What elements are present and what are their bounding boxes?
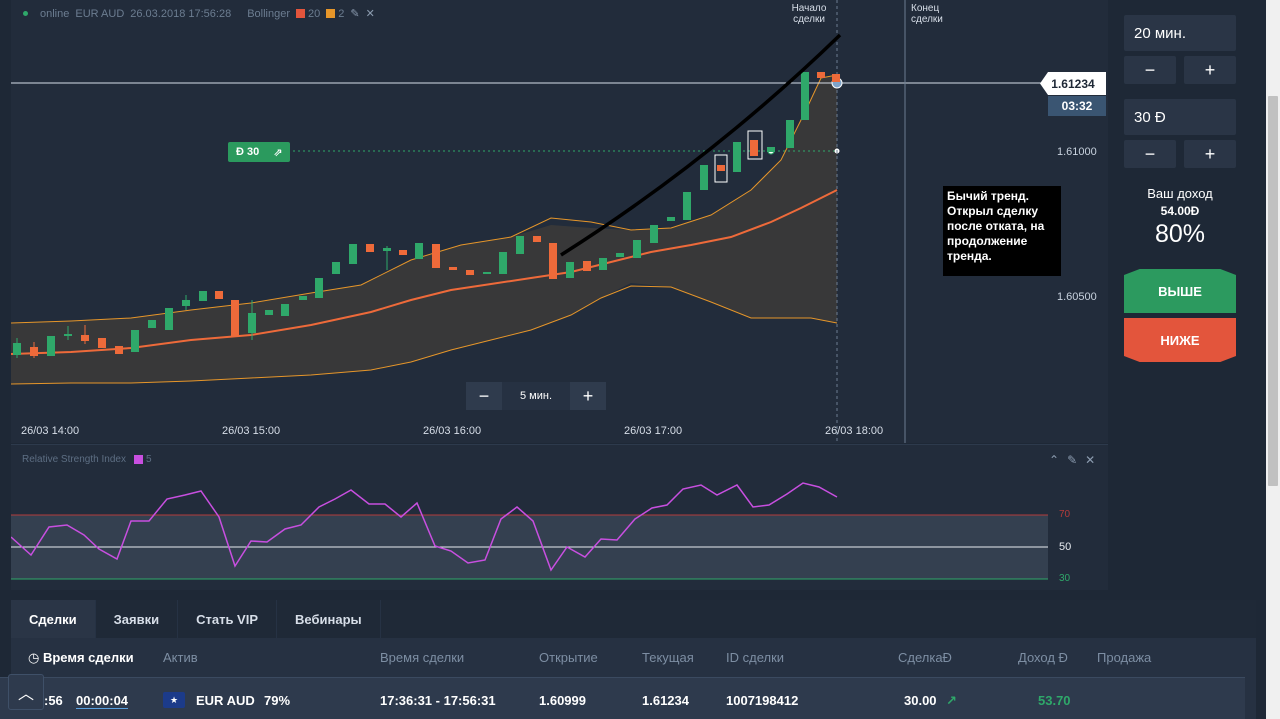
call-button[interactable]: ВЫШЕ <box>1124 269 1236 313</box>
row-asset: EUR AUD <box>196 693 255 708</box>
current-price-tag: 1.61234 <box>1040 72 1106 95</box>
column-header-open[interactable]: Открытие <box>539 650 598 665</box>
trade-panel: 20 мин. − + 30 Đ − + Ваш доход 54.00Đ 80… <box>1108 0 1266 600</box>
timestamp-label: 26.03.2018 17:56:28 <box>130 7 232 20</box>
column-header-amount[interactable]: СделкаĐ <box>898 650 952 665</box>
duration-field[interactable]: 20 мин. <box>1124 15 1236 51</box>
tab-deals[interactable]: Сделки <box>11 600 96 638</box>
rsi-color-swatch[interactable] <box>133 454 143 464</box>
timeframe-control: − 5 мин. + <box>466 382 606 410</box>
price-level-label: 1.61000 <box>1057 146 1097 158</box>
arrow-up-right-icon: ⇗ <box>273 146 283 159</box>
indicator-param-2: 2 <box>338 7 345 20</box>
column-header-id[interactable]: ID сделки <box>726 650 785 665</box>
row-id: 1007198412 <box>726 693 799 708</box>
indicator-param-1: 20 <box>308 7 321 20</box>
table-row[interactable] <box>0 677 1245 719</box>
row-amount: 30.00 <box>904 693 937 708</box>
clock-icon: ◷ <box>28 650 43 665</box>
rsi-level-30: 30 <box>1059 573 1071 584</box>
time-label: 26/03 14:00 <box>21 425 80 437</box>
time-label: 26/03 15:00 <box>222 425 281 437</box>
duration-minus-button[interactable]: − <box>1124 56 1176 84</box>
edit-icon[interactable]: ✎ <box>1067 453 1078 467</box>
amount-field[interactable]: 30 Đ <box>1124 99 1236 135</box>
edit-icon[interactable]: ✎ <box>350 8 360 20</box>
expiry-timer: 03:32 <box>1048 96 1106 116</box>
arrow-up-right-icon: ↗ <box>946 693 957 708</box>
zoom-in-button[interactable]: + <box>570 382 606 410</box>
column-header-deal-time[interactable]: ◷ Время сделки <box>28 650 134 665</box>
row-income: 53.70 <box>1038 693 1071 708</box>
rsi-tools: ⌃ ✎ ✕ <box>1049 453 1095 467</box>
row-open: 1.60999 <box>539 693 586 708</box>
chart-header: online EUR AUD 26.03.2018 17:56:28 Bolli… <box>23 7 375 20</box>
close-icon[interactable]: ✕ <box>1085 453 1096 467</box>
chevron-up-icon[interactable]: ︿ <box>8 674 44 710</box>
column-header-period[interactable]: Время сделки <box>380 650 465 665</box>
row-timer: 00:00:04 <box>76 693 129 709</box>
tab-orders[interactable]: Заявки <box>95 600 179 638</box>
rsi-header: Relative Strength Index 5 <box>22 454 152 465</box>
amount-minus-button[interactable]: − <box>1124 140 1176 168</box>
trend-annotation: Бычий тренд. Открыл сделку после отката,… <box>943 186 1061 276</box>
rsi-period: 5 <box>145 454 152 465</box>
color-swatch-2[interactable] <box>326 9 336 19</box>
column-header-sell[interactable]: Продажа <box>1097 650 1152 665</box>
rsi-panel[interactable]: Relative Strength Index 5 ⌃ ✎ ✕ 70 50 30 <box>11 444 1108 590</box>
deal-tag[interactable]: Đ 30 ⇗ <box>228 142 290 162</box>
color-swatch-1[interactable] <box>296 9 306 19</box>
candlestick-chart[interactable] <box>11 0 1108 443</box>
profit-percent: 80% <box>1154 220 1206 248</box>
row-payout: 79% <box>264 693 291 708</box>
page-scrollbar[interactable] <box>1266 0 1280 719</box>
column-header-asset[interactable]: Актив <box>163 650 198 665</box>
timeframe-value: 5 мин. <box>502 382 570 410</box>
duration-plus-button[interactable]: + <box>1184 56 1236 84</box>
deals-tabs: Сделки Заявки Стать VIP Вебинары <box>11 600 381 638</box>
deal-end-label: Конец сделки <box>911 3 943 25</box>
rsi-level-50: 50 <box>1059 541 1072 553</box>
trend-line <box>560 33 842 257</box>
candles <box>13 72 840 358</box>
profit-amount: 54.00Đ <box>1160 204 1200 218</box>
row-current: 1.61234 <box>642 693 689 708</box>
put-button[interactable]: НИЖЕ <box>1124 318 1236 362</box>
status-label: online <box>40 7 70 20</box>
asset-label: EUR AUD <box>75 7 125 20</box>
profit-title: Ваш доход <box>1147 186 1213 201</box>
time-label: 26/03 18:00 <box>825 425 884 437</box>
deal-start-label: Начало сделки <box>791 3 827 25</box>
rsi-level-70: 70 <box>1059 509 1071 520</box>
online-dot <box>23 11 28 16</box>
deal-tag-amount: Đ 30 <box>236 146 260 158</box>
rsi-chart <box>11 482 1048 580</box>
indicator-label: Bollinger <box>247 7 291 20</box>
scroll-thumb[interactable] <box>1268 96 1278 486</box>
zoom-out-button[interactable]: − <box>466 382 502 410</box>
time-label: 26/03 16:00 <box>423 425 482 437</box>
tab-vip[interactable]: Стать VIP <box>178 600 278 638</box>
time-label: 26/03 17:00 <box>624 425 683 437</box>
collapse-icon[interactable]: ⌃ <box>1049 453 1060 467</box>
flag-icon: ★ <box>163 692 185 708</box>
rsi-title: Relative Strength Index <box>22 454 126 465</box>
row-elapsed: :56 <box>44 693 63 708</box>
amount-plus-button[interactable]: + <box>1184 140 1236 168</box>
close-icon[interactable]: ✕ <box>365 8 375 20</box>
price-level-label: 1.60500 <box>1057 291 1097 303</box>
column-header-income[interactable]: Доход Đ <box>1018 650 1068 665</box>
price-chart[interactable]: online EUR AUD 26.03.2018 17:56:28 Bolli… <box>11 0 1108 443</box>
column-header-current[interactable]: Текущая <box>642 650 694 665</box>
row-period: 17:36:31 - 17:56:31 <box>380 693 496 708</box>
tab-webinars[interactable]: Вебинары <box>277 600 381 638</box>
